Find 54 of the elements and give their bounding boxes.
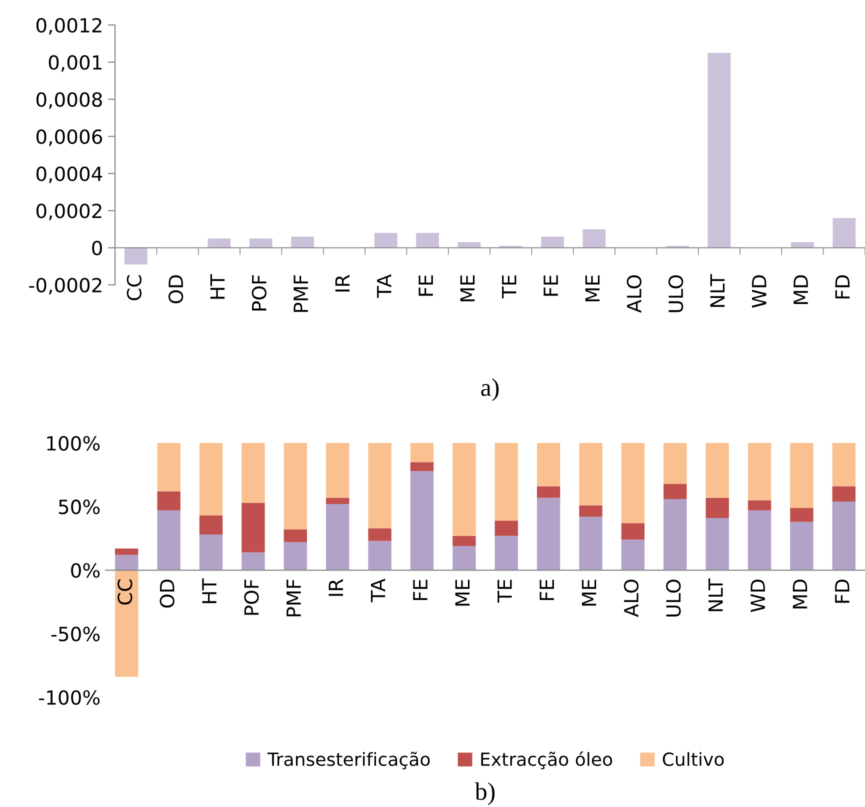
legend-label: Extracção óleo bbox=[481, 751, 612, 770]
y-tick-label: 0,001 bbox=[48, 55, 102, 72]
x-tick-label: HT bbox=[202, 578, 216, 604]
x-tick-label: IR bbox=[335, 274, 350, 292]
x-tick-label: PMF bbox=[286, 580, 301, 616]
x-tick-label: OD bbox=[168, 275, 184, 304]
x-tick-label: CC bbox=[118, 580, 132, 605]
x-tick-label: ALO bbox=[624, 580, 639, 618]
x-tick-label: TA bbox=[377, 274, 392, 298]
x-tick-label: ULO bbox=[666, 580, 681, 616]
legend-label: Transesterificação bbox=[267, 752, 430, 770]
x-tick-label: OD bbox=[160, 580, 174, 608]
x-tick-label: IR bbox=[328, 579, 343, 596]
x-tick-label: FD bbox=[835, 580, 850, 603]
text: a) bbox=[481, 378, 499, 402]
x-tick-label: ME bbox=[460, 275, 475, 302]
x-tick-label: WD bbox=[752, 275, 766, 308]
x-tick-label: TE bbox=[498, 580, 512, 603]
y-tick-label: 0 bbox=[92, 240, 102, 256]
y-tick-label: 100% bbox=[47, 436, 100, 451]
x-tick-label: CC bbox=[126, 275, 142, 300]
x-tick-label: ME bbox=[582, 580, 596, 606]
x-tick-label: MD bbox=[794, 275, 808, 304]
legend-label: Cultivo bbox=[662, 752, 724, 766]
x-tick-label: FE bbox=[413, 580, 428, 600]
x-tick-label: NLT bbox=[708, 578, 723, 612]
y-tick-label: 0,0012 bbox=[36, 18, 102, 35]
x-tick-label: ALO bbox=[626, 275, 642, 313]
x-tick-label: FD bbox=[835, 275, 850, 298]
x-tick-label: FE bbox=[418, 275, 433, 296]
y-tick-label: 50% bbox=[58, 500, 100, 514]
x-tick-label: POF bbox=[244, 580, 259, 615]
x-tick-label: HT bbox=[210, 274, 225, 299]
y-tick-label: -50% bbox=[51, 626, 100, 642]
x-tick-label: MD bbox=[792, 580, 808, 608]
x-tick-label: ME bbox=[455, 580, 470, 606]
x-tick-label: WD bbox=[750, 580, 765, 612]
y-tick-label: 0,0006 bbox=[36, 129, 102, 146]
y-tick-label: -100% bbox=[39, 690, 100, 705]
x-tick-label: NLT bbox=[710, 274, 725, 307]
x-tick-label: FE bbox=[540, 580, 554, 600]
y-tick-label: 0,0008 bbox=[36, 92, 102, 109]
x-tick-label: POF bbox=[252, 275, 267, 310]
y-tick-label: 0,0004 bbox=[36, 166, 102, 184]
x-tick-label: TA bbox=[370, 578, 386, 602]
x-tick-label: ULO bbox=[668, 275, 684, 312]
x-tick-label: PMF bbox=[294, 275, 308, 312]
y-tick-label: 0% bbox=[71, 563, 100, 578]
y-tick-label: 0,0002 bbox=[36, 204, 102, 220]
x-tick-label: ME bbox=[585, 275, 600, 302]
x-tick-label: TE bbox=[502, 275, 516, 298]
x-tick-label: FE bbox=[544, 275, 558, 296]
y-tick-label: -0,0002 bbox=[29, 278, 102, 295]
text: b) bbox=[474, 782, 495, 806]
